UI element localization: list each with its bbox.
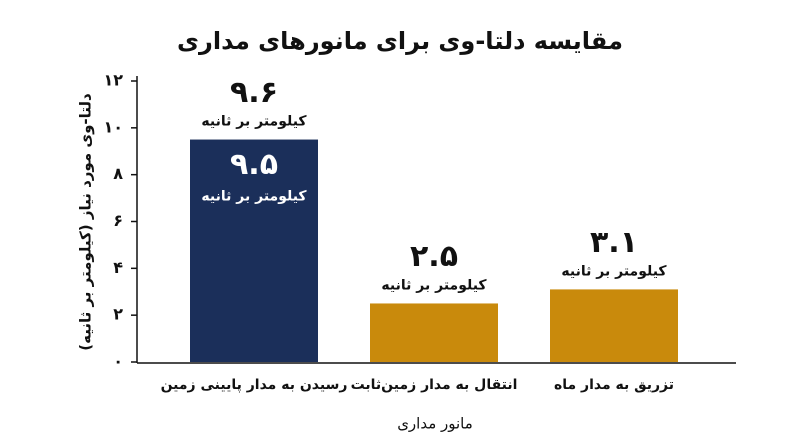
y-tick-label: ۴ xyxy=(113,258,123,277)
y-tick-label: ۸ xyxy=(113,164,123,183)
value-label: ۹.۵ xyxy=(230,147,278,182)
y-tick-label: ۱۲ xyxy=(103,71,123,90)
y-tick-label: ۱۰ xyxy=(103,117,123,136)
bar xyxy=(370,303,498,362)
annotation-unit: کیلومتر بر ثانیه xyxy=(201,114,307,130)
bar xyxy=(550,289,678,362)
chart-title: مقایسه دلتا-وی برای مانورهای مداری xyxy=(177,27,623,55)
x-tick-label: رسیدن به مدار پایینی زمین xyxy=(161,377,348,393)
value-label: ۳.۱ xyxy=(590,225,638,260)
y-tick-label: ۲ xyxy=(113,305,123,324)
annotation-value: ۹.۶ xyxy=(230,75,278,110)
value-unit: کیلومتر بر ثانیه xyxy=(381,277,487,293)
value-unit: کیلومتر بر ثانیه xyxy=(201,189,307,205)
y-axis-title: دلتا-وی مورد نیاز (کیلومتر بر ثانیه) xyxy=(77,93,95,351)
value-label: ۲.۵ xyxy=(410,239,458,274)
y-tick-label: ۶ xyxy=(113,211,123,230)
x-axis-title: مانور مداری xyxy=(397,415,473,433)
value-unit: کیلومتر بر ثانیه xyxy=(561,263,667,279)
bar xyxy=(190,139,318,362)
x-tick-label: تزریق به مدار ماه xyxy=(554,377,674,393)
y-tick-label: ۰ xyxy=(113,352,123,371)
x-tick-label: انتقال به مدار زمین‌ثابت xyxy=(351,377,518,393)
